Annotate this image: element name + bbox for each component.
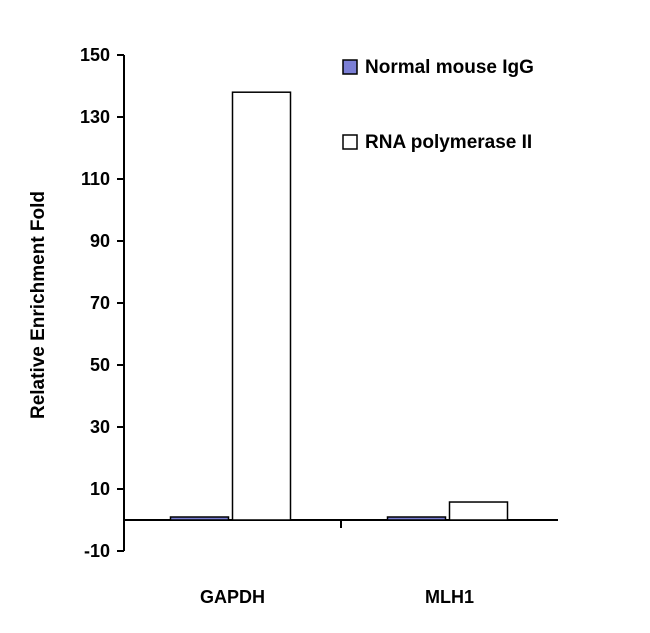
category-labels: GAPDH MLH1 bbox=[200, 587, 474, 607]
category-label: MLH1 bbox=[425, 587, 474, 607]
bar-rna-polymerase-ii-gapdh bbox=[231, 91, 292, 521]
legend-swatch bbox=[342, 134, 358, 150]
legend-label: Normal mouse IgG bbox=[365, 57, 534, 78]
bar-normal-mouse-igg-gapdh bbox=[169, 516, 230, 521]
y-tick-label: 10 bbox=[90, 479, 110, 499]
legend-label: RNA polymerase II bbox=[365, 132, 532, 153]
legend-swatch bbox=[342, 59, 358, 75]
y-tick-label: 150 bbox=[80, 45, 110, 65]
y-tick-label: 50 bbox=[90, 355, 110, 375]
y-axis-title: Relative Enrichment Fold bbox=[28, 191, 49, 419]
y-tick-label: -10 bbox=[84, 541, 110, 561]
category-label: GAPDH bbox=[200, 587, 265, 607]
y-tick-label: 30 bbox=[90, 417, 110, 437]
y-tick-label: 110 bbox=[81, 169, 110, 189]
y-tick-label: 70 bbox=[90, 293, 110, 313]
bars bbox=[169, 91, 509, 521]
x-axis bbox=[124, 519, 558, 528]
bar-normal-mouse-igg-mlh1 bbox=[386, 516, 447, 521]
y-tick-label: 90 bbox=[90, 231, 110, 251]
bar-rna-polymerase-ii-mlh1 bbox=[448, 501, 509, 521]
legend: Normal mouse IgG RNA polymerase II bbox=[342, 57, 534, 153]
y-tick-label: 130 bbox=[80, 107, 110, 127]
y-axis: -10 10 30 50 70 90 110 130 150 bbox=[80, 45, 125, 561]
